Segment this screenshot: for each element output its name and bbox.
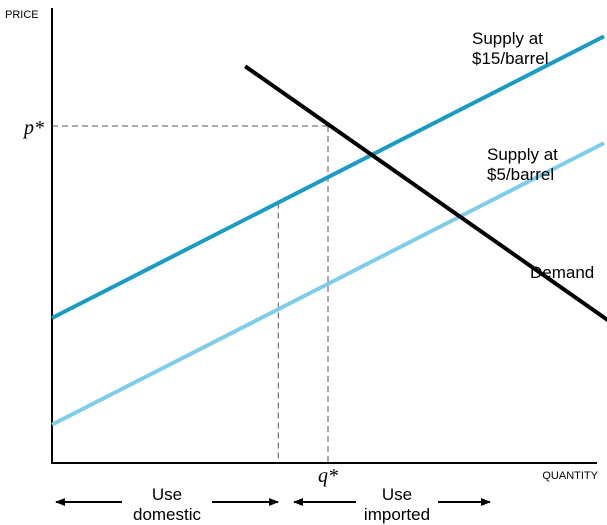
- label-demand: Demand: [530, 263, 594, 282]
- label-supply-5-line1: Supply at: [487, 145, 558, 164]
- series-lines: [51, 34, 607, 427]
- label-supply-15-line2: $15/barrel: [472, 49, 549, 68]
- label-supply-15: Supply at $15/barrel: [472, 29, 549, 68]
- use-domestic-line2: domestic: [133, 505, 202, 524]
- supply-5-line: [51, 141, 605, 427]
- use-imported-line1: Use: [382, 485, 412, 504]
- use-domestic-line1: Use: [152, 485, 182, 504]
- x-axis-label: QUANTITY: [542, 470, 598, 482]
- label-supply-15-line1: Supply at: [472, 29, 543, 48]
- guide-lines: [52, 125, 329, 463]
- use-imported-line2: imported: [364, 505, 430, 524]
- demand-line: [244, 64, 607, 322]
- supply-15-line: [51, 34, 605, 320]
- q-star-label: q*: [318, 465, 338, 487]
- label-supply-5: Supply at $5/barrel: [487, 145, 563, 184]
- p-star-label: p*: [22, 117, 44, 139]
- y-axis-label: PRICE: [5, 9, 39, 21]
- label-supply-5-line2: $5/barrel: [487, 165, 554, 184]
